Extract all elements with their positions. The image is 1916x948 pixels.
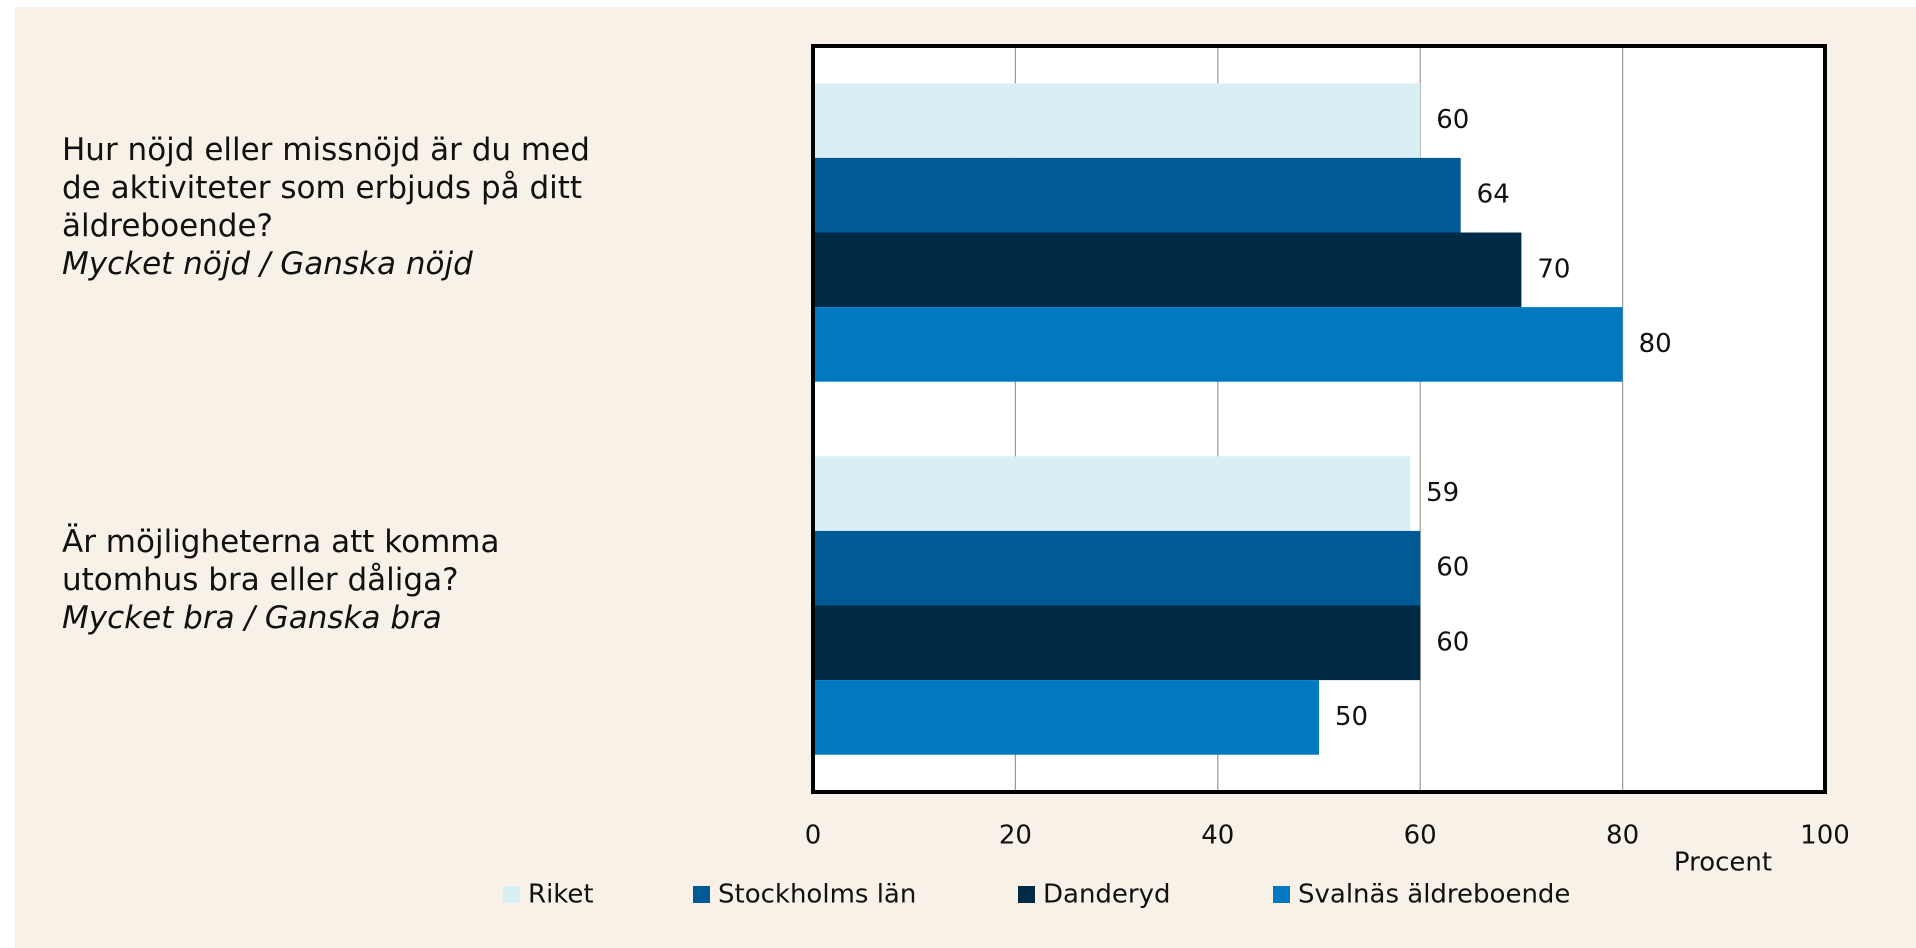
x-tick-label: 40 <box>1201 821 1234 851</box>
bar <box>813 83 1421 158</box>
category-label: Hur nöjd eller missnöjd är du med de akt… <box>62 131 622 283</box>
legend-label: Stockholms län <box>718 880 916 910</box>
value-label: 59 <box>1426 478 1459 508</box>
x-tick-label: 80 <box>1606 821 1639 851</box>
bar <box>813 232 1522 308</box>
x-tick-label: 100 <box>1800 821 1850 851</box>
category-label: Är möjligheterna att komma utomhus bra e… <box>62 523 622 637</box>
value-label: 60 <box>1436 553 1469 583</box>
legend-swatch <box>503 886 520 903</box>
bar <box>813 605 1421 681</box>
x-tick-label: 60 <box>1404 821 1437 851</box>
x-tick-label: 20 <box>999 821 1032 851</box>
x-tick-label: 0 <box>805 821 822 851</box>
value-label: 60 <box>1436 627 1469 657</box>
legend-swatch <box>1273 886 1290 903</box>
legend-swatch <box>693 886 710 903</box>
value-label: 80 <box>1639 329 1672 359</box>
legend-label: Danderyd <box>1043 880 1171 910</box>
value-label: 50 <box>1335 702 1368 732</box>
bar <box>813 530 1421 606</box>
legend-label: Svalnäs äldreboende <box>1298 880 1570 910</box>
x-axis-label: Procent <box>1674 848 1772 878</box>
plot-border <box>811 44 1827 794</box>
value-label: 70 <box>1537 254 1570 284</box>
category-question: Är möjligheterna att komma utomhus bra e… <box>62 523 500 598</box>
category-note: Mycket nöjd / Ganska nöjd <box>62 245 473 282</box>
bar <box>813 680 1319 755</box>
legend-swatch <box>1018 886 1035 903</box>
bar <box>813 157 1461 233</box>
bar <box>813 307 1623 382</box>
bar <box>813 456 1411 531</box>
value-label: 64 <box>1477 180 1510 210</box>
category-question: Hur nöjd eller missnöjd är du med de akt… <box>62 131 590 244</box>
legend-label: Riket <box>528 880 594 910</box>
category-note: Mycket bra / Ganska bra <box>62 599 442 636</box>
value-label: 60 <box>1436 105 1469 135</box>
